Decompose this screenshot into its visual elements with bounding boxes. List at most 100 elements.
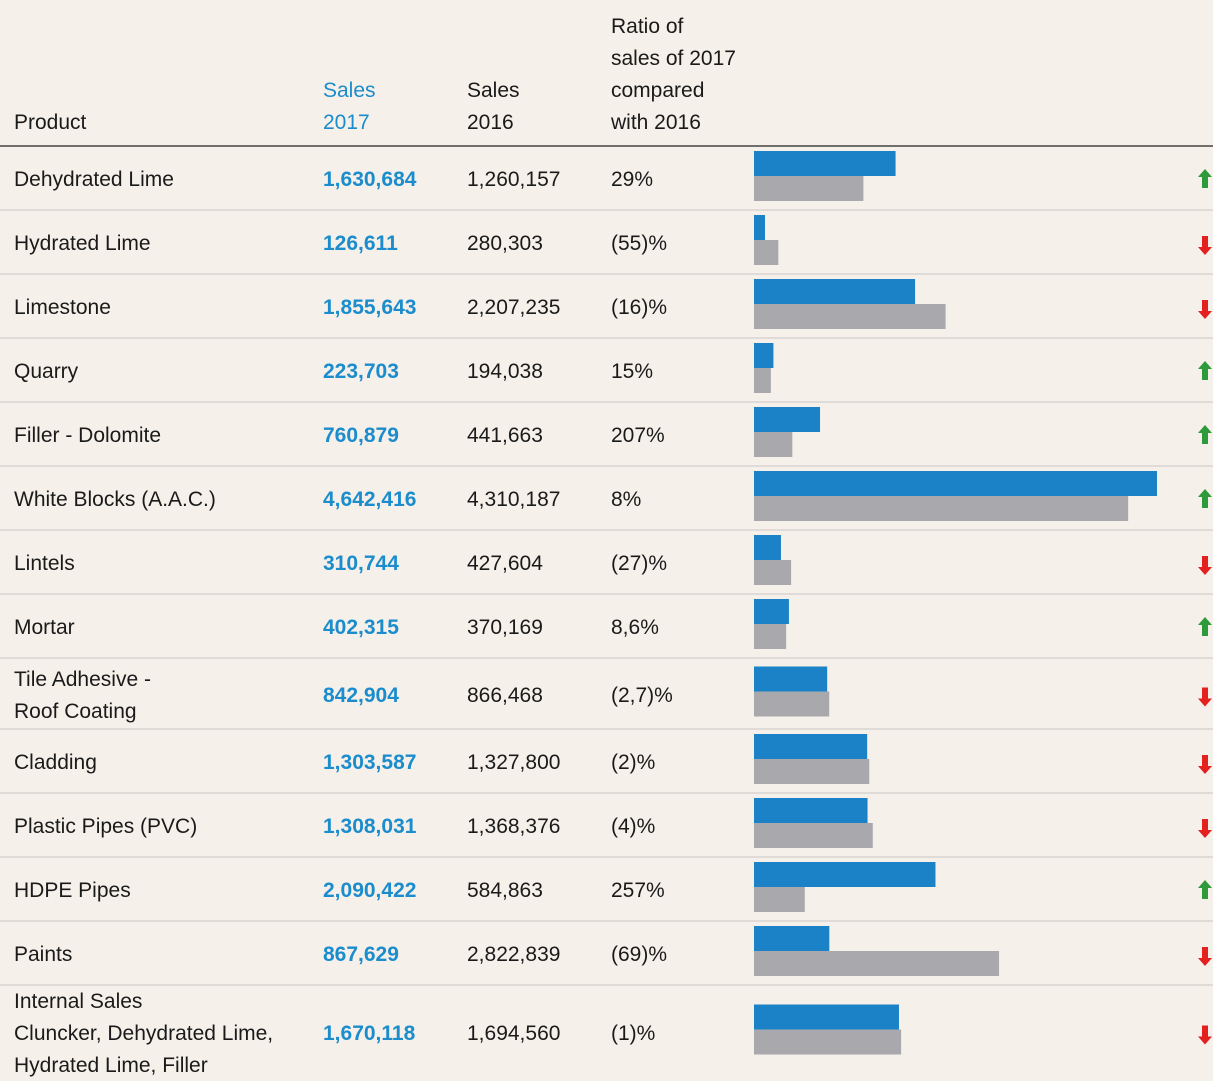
sales-2017: 760,879	[323, 424, 399, 447]
sales-2016: 427,604	[467, 552, 543, 575]
bar-2017	[754, 151, 896, 176]
ratio: 29%	[611, 168, 654, 191]
bar-2016	[754, 240, 779, 265]
arrow-down	[1198, 687, 1212, 707]
product-name: Hydrated Lime, Filler	[14, 1053, 208, 1077]
sales-2016: 1,694,560	[467, 1021, 561, 1045]
arrow-down	[1198, 819, 1212, 838]
bar-2017	[754, 535, 781, 560]
sales-2016: 280,303	[467, 232, 543, 255]
product-name: White Blocks (A.A.C.)	[14, 488, 216, 511]
bar-2017	[754, 666, 828, 692]
product-name: Mortar	[14, 616, 75, 639]
sales-2016: 194,038	[467, 360, 543, 383]
header-ratio: compared	[611, 79, 705, 102]
bar-2016	[754, 560, 792, 585]
header-sales-2016: 2016	[467, 111, 514, 134]
arrow-up	[1198, 617, 1212, 636]
header-sales-2017: 2017	[323, 111, 370, 134]
header-ratio: with 2016	[611, 111, 701, 134]
bar-2016	[754, 432, 793, 457]
ratio: 15%	[611, 360, 654, 383]
sales-2016: 1,260,157	[467, 168, 561, 191]
product-name: Filler - Dolomite	[14, 424, 162, 447]
sales-2016: 866,468	[467, 683, 543, 707]
ratio: (69)%	[611, 943, 668, 966]
bar-2016	[754, 624, 787, 649]
bar-2016	[754, 496, 1129, 521]
ratio: (55)%	[611, 232, 668, 255]
arrow-up	[1198, 361, 1212, 380]
arrow-down	[1198, 1025, 1212, 1045]
bar-2016	[754, 368, 771, 393]
product-name: Limestone	[14, 296, 111, 319]
arrow-up	[1198, 425, 1212, 444]
ratio: (2)%	[611, 751, 656, 774]
bar-2016	[754, 176, 864, 201]
ratio: (2,7)%	[611, 683, 673, 707]
bar-2016	[754, 759, 870, 784]
product-name: Paints	[14, 943, 73, 966]
sales-2017: 310,744	[323, 552, 399, 575]
sales-2017: 4,642,416	[323, 488, 417, 511]
header-ratio: sales of 2017	[611, 47, 736, 70]
ratio: (1)%	[611, 1021, 656, 1045]
sales-2017: 1,308,031	[323, 815, 417, 838]
sales-2017: 867,629	[323, 943, 399, 966]
arrow-up	[1198, 169, 1212, 188]
bar-2017	[754, 215, 765, 240]
bar-2017	[754, 926, 830, 951]
ratio: 8%	[611, 488, 642, 511]
bar-2016	[754, 691, 830, 717]
arrow-down	[1198, 947, 1212, 966]
header-ratio: Ratio of	[611, 15, 684, 38]
product-name: Plastic Pipes (PVC)	[14, 815, 198, 838]
product-name: Dehydrated Lime	[14, 168, 174, 191]
ratio: (16)%	[611, 296, 668, 319]
arrow-down	[1198, 556, 1212, 575]
ratio: 207%	[611, 424, 665, 447]
product-name: Hydrated Lime	[14, 232, 151, 255]
sales-2016: 1,368,376	[467, 815, 561, 838]
sales-2017: 842,904	[323, 683, 399, 707]
product-name: HDPE Pipes	[14, 879, 131, 902]
sales-2017: 2,090,422	[323, 879, 417, 902]
arrow-down	[1198, 300, 1212, 319]
header-sales-2016: Sales	[467, 79, 520, 102]
product-name: Lintels	[14, 552, 75, 575]
arrow-down	[1198, 236, 1212, 255]
bar-2016	[754, 887, 805, 912]
bar-2017	[754, 407, 821, 432]
bar-2017	[754, 599, 789, 624]
sales-2016: 441,663	[467, 424, 543, 447]
sales-2017: 402,315	[323, 616, 399, 639]
bar-2017	[754, 1004, 899, 1030]
product-name: Cladding	[14, 751, 97, 774]
arrow-up	[1198, 880, 1212, 899]
product-name: Cluncker, Dehydrated Lime,	[14, 1021, 274, 1045]
sales-2017: 1,303,587	[323, 751, 417, 774]
bar-2016	[754, 951, 1000, 976]
sales-2017: 223,703	[323, 360, 399, 383]
ratio: (4)%	[611, 815, 656, 838]
bar-2017	[754, 734, 868, 759]
arrow-up	[1198, 489, 1212, 508]
header-product: Product	[14, 111, 87, 134]
sales-2016: 4,310,187	[467, 488, 561, 511]
bar-2017	[754, 862, 936, 887]
sales-2016: 2,207,235	[467, 296, 561, 319]
product-name: Tile Adhesive -	[14, 667, 151, 691]
product-name: Internal Sales	[14, 989, 143, 1013]
sales-2016: 2,822,839	[467, 943, 561, 966]
bar-2017	[754, 343, 774, 368]
bar-2017	[754, 798, 868, 823]
ratio: 8,6%	[611, 616, 659, 639]
product-name: Roof Coating	[14, 699, 137, 723]
ratio: 257%	[611, 879, 665, 902]
bar-2017	[754, 471, 1157, 496]
sales-2016: 370,169	[467, 616, 543, 639]
arrow-down	[1198, 755, 1212, 774]
sales-2017: 1,855,643	[323, 296, 417, 319]
